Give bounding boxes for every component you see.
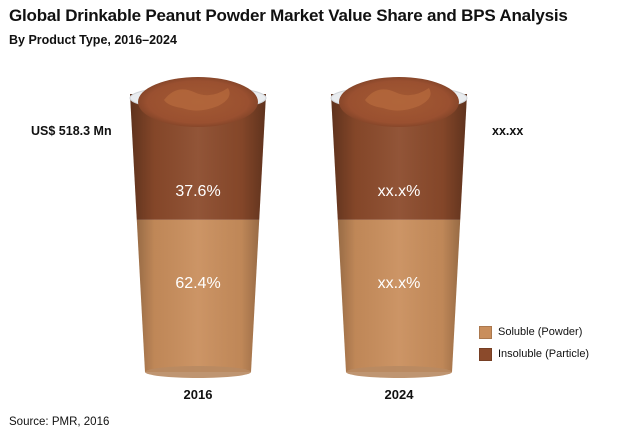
data-label-insoluble-2016: 37.6%: [175, 183, 220, 200]
glass-2024: xx.x% xx.x% 2024: [330, 77, 468, 402]
legend-swatch-soluble: [479, 325, 492, 339]
data-label-soluble-2016: 62.4%: [175, 275, 220, 292]
chart-title: Global Drinkable Peanut Powder Market Va…: [9, 6, 568, 25]
legend-label-soluble: Soluble (Powder): [498, 326, 583, 338]
chart-subtitle: By Product Type, 2016–2024: [9, 33, 177, 47]
category-label-2016: 2016: [184, 387, 213, 402]
glass-2016: 37.6% 62.4% 2016: [129, 77, 267, 402]
data-label-soluble-2024: xx.x%: [378, 275, 421, 292]
legend-label-insoluble: Insoluble (Particle): [498, 348, 590, 360]
legend-item-insoluble: Insoluble (Particle): [479, 346, 589, 362]
legend-swatch-insoluble: [479, 347, 492, 361]
glass-base-2016: [145, 366, 251, 378]
glass-shading-2016: [130, 94, 266, 372]
legend-item-soluble: Soluble (Powder): [479, 324, 589, 340]
glass-base-2024: [346, 366, 452, 378]
market-value-2016: US$ 518.3 Mn: [31, 124, 112, 138]
source-note: Source: PMR, 2016: [9, 416, 110, 428]
legend: Soluble (Powder) Insoluble (Particle): [479, 324, 589, 368]
data-label-insoluble-2024: xx.x%: [378, 183, 421, 200]
foam-swirl-2016: [164, 88, 230, 111]
market-value-2024: xx.xx: [492, 124, 524, 138]
foam-swirl-2024: [365, 88, 431, 111]
glass-shading-2024: [331, 94, 467, 372]
category-label-2024: 2024: [385, 387, 415, 402]
